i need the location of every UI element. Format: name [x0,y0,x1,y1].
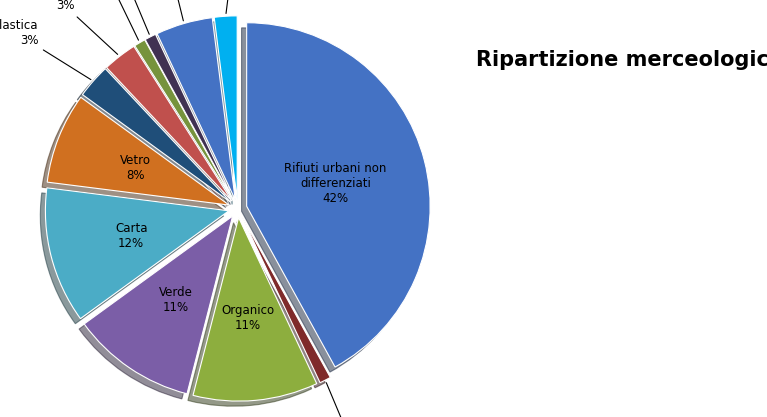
Wedge shape [242,217,331,383]
Wedge shape [247,23,430,367]
Wedge shape [214,16,237,199]
Text: Plastica
3%: Plastica 3% [0,19,91,80]
Text: Ripartizione merceologica - anno 2012: Ripartizione merceologica - anno 2012 [476,50,767,70]
Text: Carta
12%: Carta 12% [115,222,147,250]
Wedge shape [45,188,229,319]
Text: RUP
1%: RUP 1% [105,0,150,34]
Wedge shape [84,216,232,394]
Text: RAEE
1%: RAEE 1% [326,383,374,417]
Text: Rifiuti urbani non
differenziati
42%: Rifiuti urbani non differenziati 42% [285,162,387,205]
Text: Organico
11%: Organico 11% [222,304,275,332]
Text: Metallo
1%: Metallo 1% [81,0,139,40]
Wedge shape [145,34,234,200]
Text: Verde
11%: Verde 11% [159,286,193,314]
Wedge shape [135,40,233,201]
Wedge shape [157,18,235,200]
Wedge shape [193,218,317,401]
Wedge shape [107,46,232,201]
Wedge shape [82,69,231,202]
Text: Vetro
8%: Vetro 8% [120,154,151,182]
Text: Inerti
2%: Inerti 2% [221,0,252,13]
Text: Raccolta multimateriale
5%: Raccolta multimateriale 5% [91,0,232,21]
Text: Legno
3%: Legno 3% [39,0,117,54]
Wedge shape [48,97,229,205]
